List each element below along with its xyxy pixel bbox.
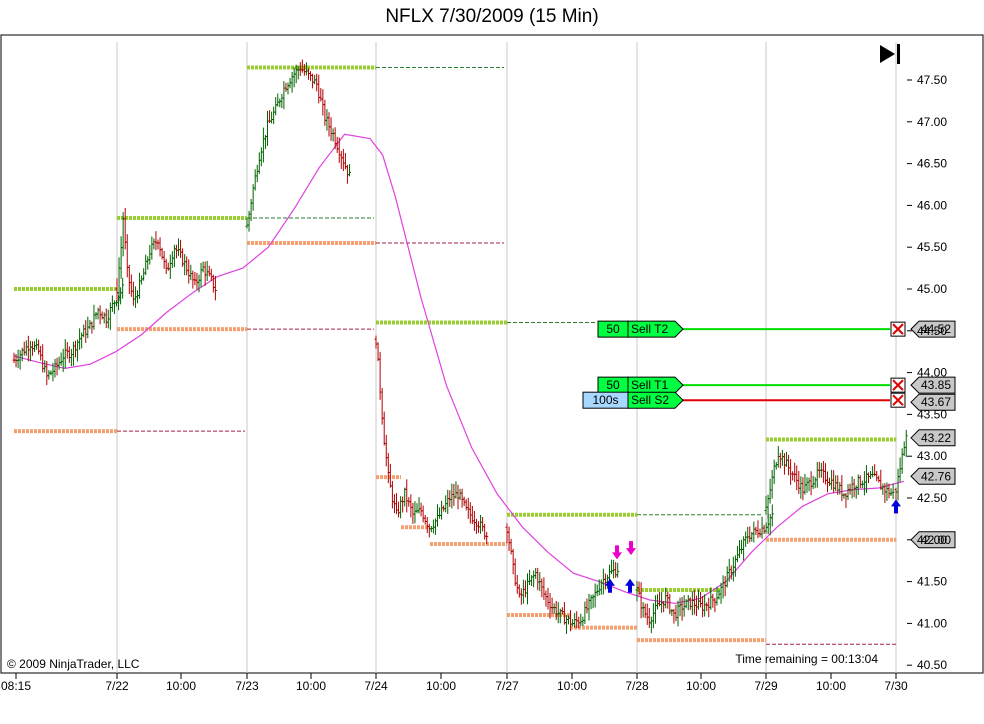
price-tag-shape	[910, 467, 956, 485]
time-axis: 08:15 7/22 10:00 7/23 10:00 7/24 10:00 7/27 10:0…	[1, 673, 908, 693]
x-tick-label: 10:00	[296, 679, 326, 693]
order-label: Sell S2	[631, 393, 669, 407]
order-label: Sell T1	[631, 378, 668, 392]
x-tick-label: 10:00	[166, 679, 196, 693]
y-tick-label: 43.00	[917, 449, 947, 463]
y-tick-label: 41.00	[917, 616, 947, 630]
moving-average-line	[13, 133, 905, 604]
close-order-icon[interactable]	[890, 377, 906, 393]
x-tick-label: 7/29	[754, 679, 778, 693]
price-tag: 43.85	[910, 376, 956, 394]
x-tick-label: 10:00	[686, 679, 716, 693]
price-tag-shape	[910, 393, 956, 411]
close-order-x	[892, 394, 904, 406]
close-order-icon[interactable]	[890, 392, 906, 408]
order-qty: 50	[606, 378, 620, 392]
x-tick-label: 08:15	[1, 679, 31, 693]
y-tick-label: 46.50	[917, 157, 947, 171]
y-tick-label: 42.00	[917, 533, 947, 547]
order-label-box	[627, 391, 684, 409]
order-qty: 50	[606, 322, 620, 336]
copyright-text: © 2009 NinjaTrader, LLC	[7, 657, 140, 671]
level-lines	[14, 65, 896, 645]
x-tick-label: 7/28	[625, 679, 649, 693]
x-tick-label: 10:00	[816, 679, 846, 693]
signal-arrow-icon	[891, 499, 901, 514]
order-label: Sell T2	[631, 322, 668, 336]
y-tick-label: 47.50	[917, 73, 947, 87]
y-tick-label: 40.50	[917, 658, 947, 672]
price-tag-label: 42.00	[921, 533, 951, 547]
price-tag-label: 44.52	[921, 322, 951, 336]
time-remaining-text: Time remaining = 00:13:04	[735, 652, 878, 666]
chart-title: NFLX 7/30/2009 (15 Min)	[385, 6, 599, 27]
day-separators	[116, 42, 897, 673]
order-label-box	[627, 320, 684, 338]
price-tag-label: 43.67	[921, 395, 951, 409]
price-tag-label: 43.85	[921, 378, 951, 392]
price-tag-shape	[910, 531, 956, 549]
price-tag-shape	[910, 320, 956, 338]
close-order-x	[892, 323, 904, 335]
signal-arrow-icon	[626, 541, 636, 556]
order-qty: 100s	[592, 393, 618, 407]
chart-frame	[0, 34, 984, 674]
price-tag: 43.67	[910, 393, 956, 411]
price-tag: 44.52	[910, 320, 956, 338]
y-tick-label: 44.50	[917, 324, 947, 338]
x-tick-label: 7/23	[235, 679, 259, 693]
y-tick-label: 47.00	[917, 115, 947, 129]
price-tag: 43.22	[910, 429, 956, 447]
y-tick-label: 45.00	[917, 282, 947, 296]
y-tick-label: 46.00	[917, 198, 947, 212]
y-tick-label: 42.50	[917, 491, 947, 505]
price-tag: 42.00	[910, 531, 956, 549]
price-bars	[12, 59, 908, 634]
x-tick-label: 10:00	[426, 679, 456, 693]
x-tick-label: 7/30	[884, 679, 908, 693]
play-end-icon[interactable]	[880, 44, 900, 64]
x-tick-label: 7/22	[105, 679, 129, 693]
close-order-x	[892, 379, 904, 391]
x-tick-label: 7/24	[364, 679, 388, 693]
price-tag-label: 43.22	[921, 431, 951, 445]
y-tick-label: 44.00	[917, 366, 947, 380]
price-tag-label: 42.76	[921, 469, 951, 483]
price-axis: 47.50 47.00 46.50 46.00 45.50 45.00 44.50 44.00…	[907, 73, 947, 672]
x-tick-label: 7/27	[495, 679, 519, 693]
moving-average	[13, 133, 905, 604]
signal-arrow-icon	[605, 578, 615, 593]
y-tick-label: 41.50	[917, 575, 947, 589]
price-tag: 42.76	[910, 467, 956, 485]
price-tag-shape	[910, 429, 956, 447]
close-order-icon[interactable]	[890, 321, 906, 337]
y-tick-label: 43.50	[917, 407, 947, 421]
x-tick-label: 10:00	[557, 679, 587, 693]
price-tag-shape	[910, 376, 956, 394]
y-tick-label: 45.50	[917, 240, 947, 254]
order-label-box	[627, 376, 684, 394]
signal-arrow-icon	[612, 545, 622, 560]
signal-arrow-icon	[625, 578, 635, 593]
